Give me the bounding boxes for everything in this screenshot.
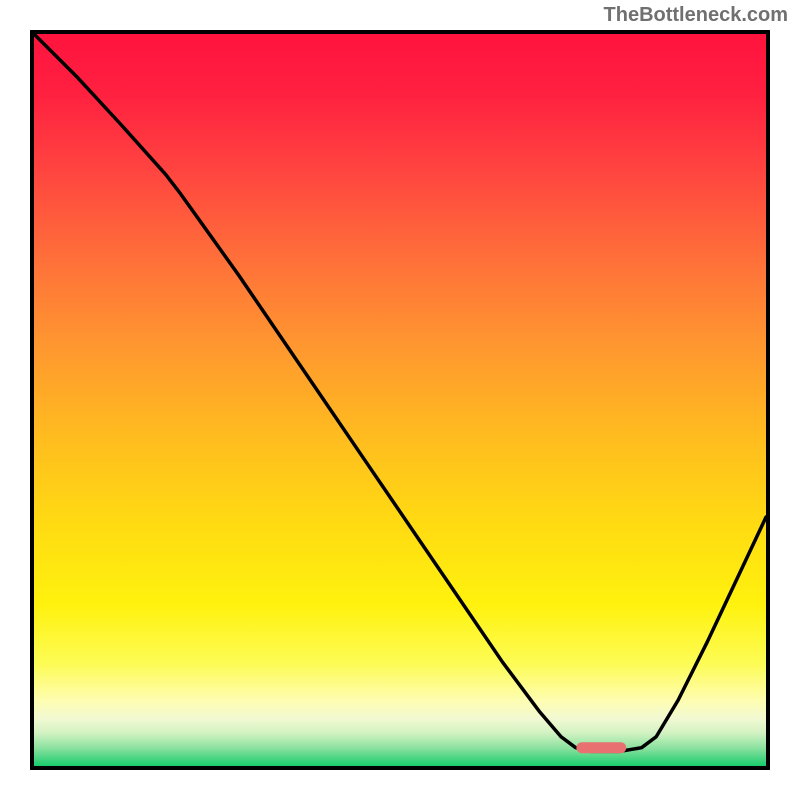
target-marker xyxy=(576,742,626,753)
chart-frame xyxy=(30,30,770,770)
bottleneck-curve xyxy=(34,34,766,751)
curve-layer xyxy=(34,34,766,766)
watermark-text: TheBottleneck.com xyxy=(604,4,788,27)
